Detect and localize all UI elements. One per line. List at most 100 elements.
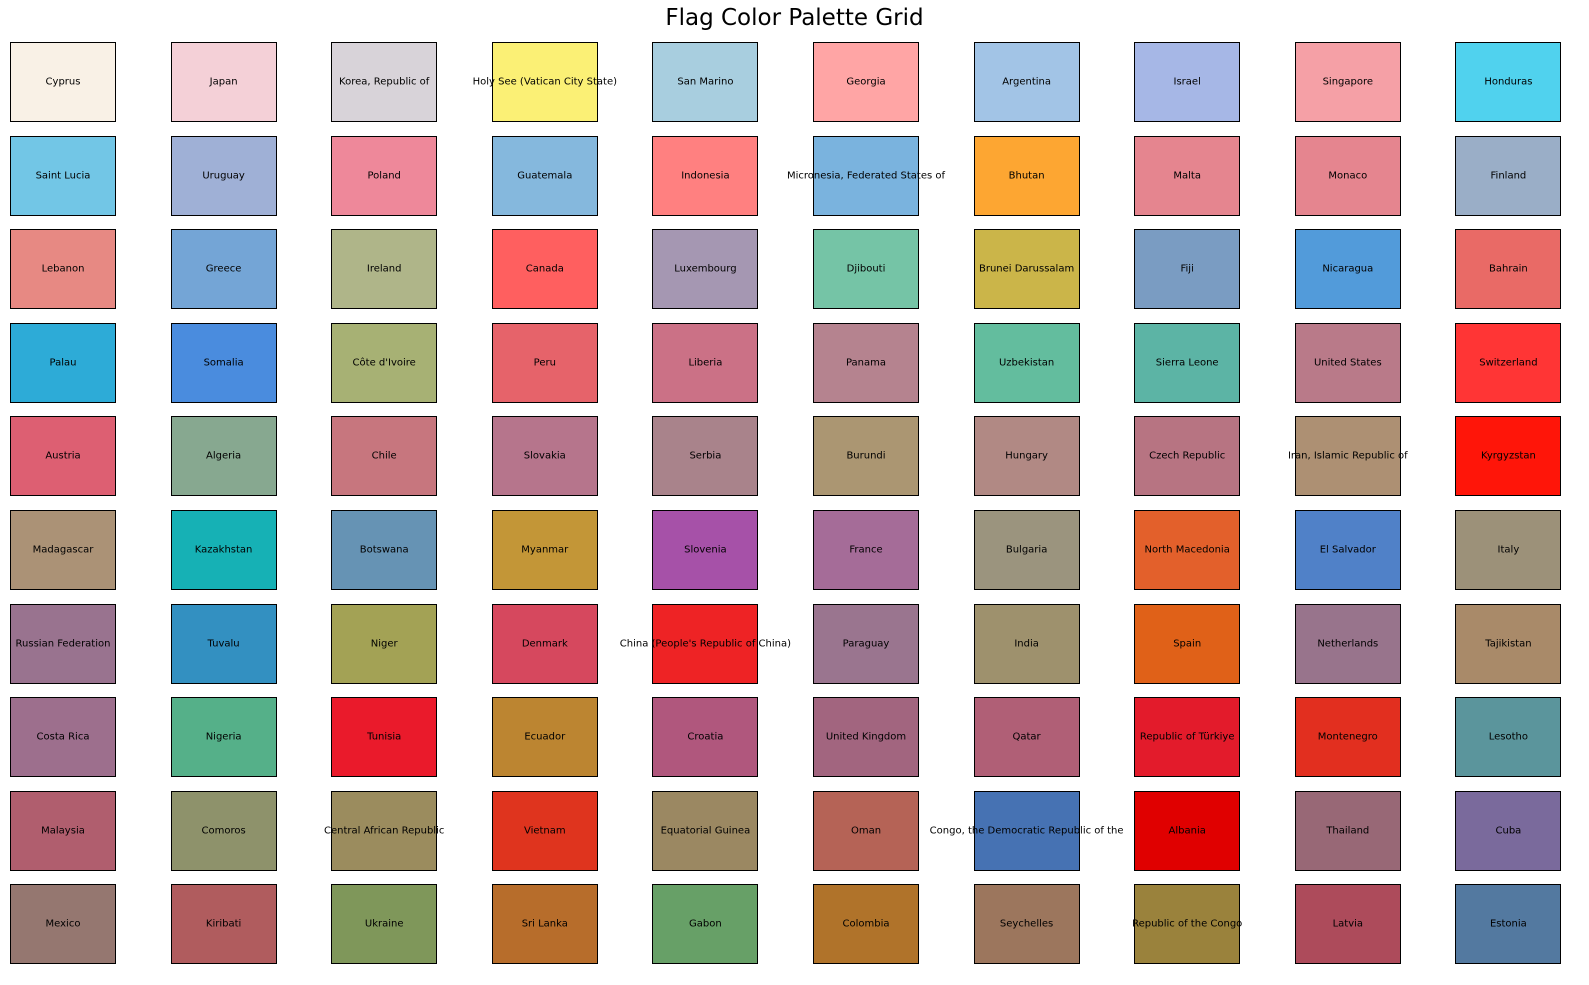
swatch-label: Nigeria xyxy=(205,731,242,743)
color-swatch xyxy=(1134,790,1241,871)
color-swatch xyxy=(1294,416,1401,497)
swatch-label: Iran, Islamic Republic of xyxy=(1287,450,1408,462)
swatch-label: Cyprus xyxy=(45,76,81,88)
color-swatch xyxy=(1134,42,1241,122)
swatch-label: North Macedonia xyxy=(1144,544,1230,556)
color-swatch xyxy=(10,790,116,871)
color-swatch xyxy=(813,416,919,497)
color-swatch xyxy=(331,416,438,497)
color-swatch xyxy=(10,135,116,216)
color-swatch xyxy=(1455,790,1562,871)
color-swatch xyxy=(170,697,277,778)
swatch-label: Italy xyxy=(1497,544,1520,556)
color-swatch xyxy=(170,135,277,216)
color-swatch xyxy=(1294,790,1401,871)
color-swatch xyxy=(652,42,759,122)
color-swatch xyxy=(170,884,277,965)
swatch-label: Myanmar xyxy=(521,544,569,556)
swatch-label: Ukraine xyxy=(364,918,404,930)
swatch-label: Paraguay xyxy=(842,638,890,650)
swatch-label: Serbia xyxy=(689,450,722,462)
color-swatch xyxy=(331,790,438,871)
swatch-label: United States xyxy=(1313,357,1382,369)
swatch-label: Montenegro xyxy=(1317,731,1378,743)
color-swatch xyxy=(813,229,919,310)
color-swatch xyxy=(170,510,277,590)
swatch-label: Lesotho xyxy=(1488,731,1529,743)
color-swatch xyxy=(1134,884,1241,965)
swatch-label: Tunisia xyxy=(367,731,402,743)
swatch-label: Nicaragua xyxy=(1322,263,1374,275)
swatch-label: Colombia xyxy=(842,918,890,930)
swatch-label: Singapore xyxy=(1322,76,1374,88)
swatch-label: Czech Republic xyxy=(1149,450,1226,462)
color-swatch xyxy=(1294,229,1401,310)
color-swatch xyxy=(1455,884,1562,965)
color-swatch xyxy=(973,790,1080,871)
color-swatch xyxy=(170,416,277,497)
color-swatch xyxy=(331,135,438,216)
color-swatch xyxy=(170,603,277,684)
color-swatch xyxy=(331,322,438,403)
color-swatch xyxy=(10,322,116,403)
swatch-label: Qatar xyxy=(1012,731,1041,743)
color-swatch xyxy=(1455,42,1562,122)
color-swatch xyxy=(491,322,598,403)
color-swatch xyxy=(973,697,1080,778)
color-swatch xyxy=(973,884,1080,965)
color-swatch xyxy=(1134,229,1241,310)
swatch-label: Botswana xyxy=(359,544,409,556)
color-swatch xyxy=(1294,884,1401,965)
swatch-label: Uzbekistan xyxy=(998,357,1055,369)
color-swatch xyxy=(813,884,919,965)
swatch-label: Ireland xyxy=(366,263,402,275)
color-swatch xyxy=(1294,510,1401,590)
color-swatch xyxy=(1455,229,1562,310)
color-swatch xyxy=(652,510,759,590)
swatch-label: Republic of Türkiye xyxy=(1139,731,1235,743)
color-swatch xyxy=(491,229,598,310)
swatch-label: Bahrain xyxy=(1489,263,1528,275)
color-swatch xyxy=(1455,322,1562,403)
color-swatch xyxy=(1134,135,1241,216)
swatch-label: Denmark xyxy=(521,638,568,650)
color-swatch xyxy=(652,884,759,965)
swatch-label: El Salvador xyxy=(1319,544,1376,556)
swatch-label: Fiji xyxy=(1180,263,1194,275)
swatch-label: Slovakia xyxy=(523,450,566,462)
color-swatch xyxy=(331,697,438,778)
swatch-label: Malta xyxy=(1173,170,1201,182)
color-swatch xyxy=(491,603,598,684)
swatch-label: Gabon xyxy=(689,918,722,930)
color-swatch xyxy=(170,42,277,122)
color-swatch xyxy=(1455,510,1562,590)
swatch-label: Netherlands xyxy=(1317,638,1379,650)
swatch-label: Kyrgyzstan xyxy=(1480,450,1536,462)
color-swatch xyxy=(170,322,277,403)
color-swatch xyxy=(813,135,919,216)
swatch-label: Argentina xyxy=(1002,76,1051,88)
swatch-label: India xyxy=(1014,638,1039,650)
swatch-label: Monaco xyxy=(1328,170,1368,182)
color-swatch xyxy=(1455,697,1562,778)
swatch-label: Hungary xyxy=(1005,450,1048,462)
swatch-label: Comoros xyxy=(201,825,246,837)
swatch-label: Honduras xyxy=(1484,76,1533,88)
color-swatch xyxy=(10,603,116,684)
swatch-label: Liberia xyxy=(688,357,723,369)
color-swatch xyxy=(813,697,919,778)
color-swatch xyxy=(652,135,759,216)
swatch-label: Thailand xyxy=(1326,825,1370,837)
swatch-label: Israel xyxy=(1173,76,1201,88)
color-swatch xyxy=(973,135,1080,216)
swatch-label: Congo, the Democratic Republic of the xyxy=(929,825,1124,837)
swatch-label: Tuvalu xyxy=(207,638,240,650)
swatch-label: Albania xyxy=(1168,825,1206,837)
swatch-label: Indonesia xyxy=(681,170,730,182)
swatch-label: Palau xyxy=(49,357,77,369)
color-swatch xyxy=(652,416,759,497)
color-swatch xyxy=(652,603,759,684)
color-swatch xyxy=(491,42,598,122)
color-swatch xyxy=(1134,322,1241,403)
